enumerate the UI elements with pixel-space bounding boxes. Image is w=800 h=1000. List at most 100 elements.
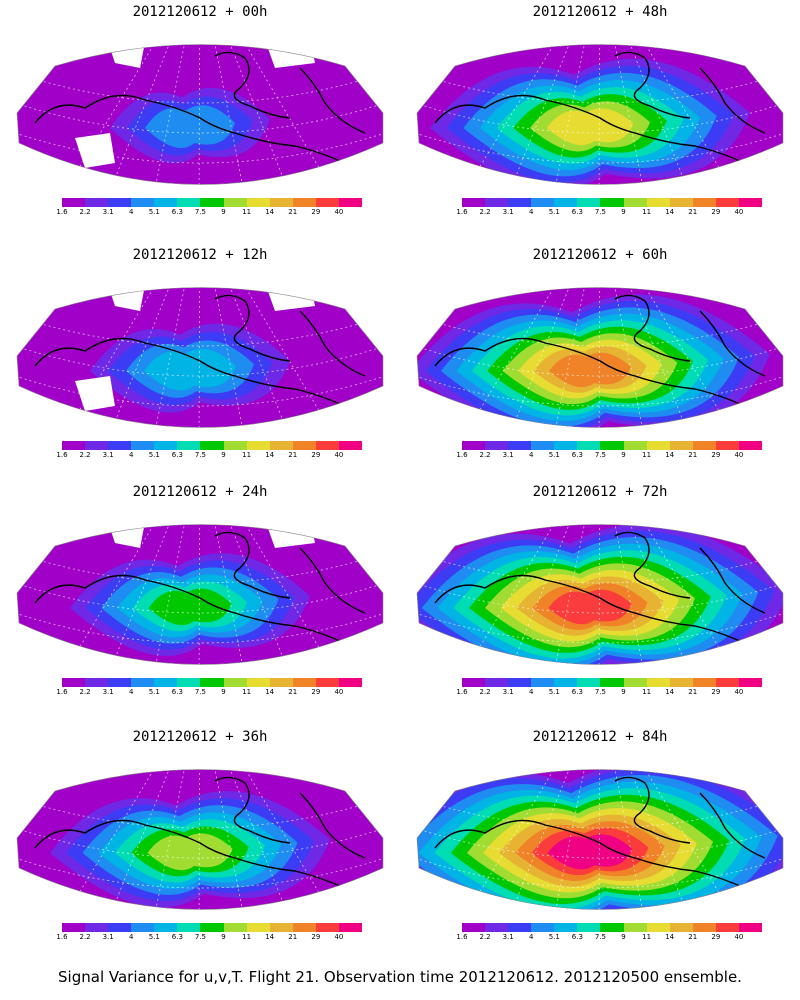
- panel-title: 2012120612 + 48h: [532, 4, 668, 20]
- map-panel: 2012120612 + 48h 1.6 2.2 3.1 4 5.1 6.3 7.5 9 11 1…: [400, 0, 800, 240]
- colorbar-swatch: [62, 198, 86, 207]
- colorbar-label: 3.1: [102, 933, 114, 941]
- variance-map: [416, 287, 784, 428]
- colorbar-label: 3.1: [102, 208, 114, 216]
- colorbar-label: 11: [642, 451, 652, 459]
- colorbar-swatch: [738, 923, 763, 932]
- colorbar-labels: 1.6 2.2 3.1 4 5.1 6.3 7.5 9 11 14 21 29 40: [450, 451, 770, 461]
- colorbar-label: 3.1: [102, 688, 114, 696]
- colorbar-swatch: [108, 678, 132, 687]
- colorbar-swatch: [292, 441, 316, 450]
- colorbar-swatch: [108, 923, 132, 932]
- colorbar-swatch: [508, 923, 532, 932]
- colorbar-swatch: [485, 678, 509, 687]
- colorbar-label: 6.3: [171, 688, 183, 696]
- colorbar-swatch: [715, 441, 739, 450]
- colorbar-swatch: [177, 198, 201, 207]
- colorbar-label: 4: [128, 688, 134, 696]
- colorbar-swatch: [338, 198, 363, 207]
- colorbar-swatch: [600, 198, 624, 207]
- colorbar-swatch: [462, 678, 486, 687]
- colorbar-label: 21: [288, 688, 298, 696]
- colorbar-swatch: [223, 441, 247, 450]
- colorbar-label: 7.5: [194, 688, 207, 696]
- colorbar-label: 11: [242, 688, 252, 696]
- colorbar-swatch: [623, 441, 647, 450]
- colorbar-swatch: [646, 198, 670, 207]
- map-panel: 2012120612 + 84h 1.6 2.2 3.1 4 5.1 6.3 7.5 9 11 1…: [400, 725, 800, 965]
- panel-title: 2012120612 + 00h: [132, 4, 268, 20]
- colorbar-swatch: [554, 678, 578, 687]
- colorbar-label: 11: [242, 208, 252, 216]
- colorbar-swatch: [669, 441, 693, 450]
- colorbar-swatch: [646, 923, 670, 932]
- colorbar-label: 11: [642, 208, 652, 216]
- colorbar-label: 9: [621, 688, 626, 696]
- coastline: [34, 531, 366, 649]
- colorbar-label: 29: [311, 208, 321, 216]
- colorbar-swatch: [85, 441, 109, 450]
- colorbar-label: 6.3: [571, 208, 583, 216]
- colorbar-swatch: [623, 923, 647, 932]
- colorbar-label: 21: [288, 933, 298, 941]
- colorbar-label: 4: [128, 933, 134, 941]
- colorbar-label: 40: [734, 208, 744, 216]
- colorbar-labels: 1.6 2.2 3.1 4 5.1 6.3 7.5 9 11 14 21 29 40: [450, 208, 770, 218]
- colorbar-label: 40: [334, 688, 344, 696]
- colorbar-swatch: [223, 198, 247, 207]
- colorbar-label: 1.6: [56, 451, 68, 459]
- colorbar-label: 9: [221, 688, 226, 696]
- colorbar-label: 4: [528, 688, 534, 696]
- colorbar-swatch: [623, 678, 647, 687]
- colorbar-label: 7.5: [594, 933, 607, 941]
- colorbar-swatch: [62, 678, 86, 687]
- colorbar-swatch: [669, 678, 693, 687]
- colorbar-labels: 1.6 2.2 3.1 4 5.1 6.3 7.5 9 11 14 21 29 40: [50, 933, 370, 943]
- colorbar-swatch: [531, 441, 555, 450]
- colorbar-swatch: [85, 678, 109, 687]
- colorbar-label: 29: [711, 451, 721, 459]
- colorbar-swatch: [462, 923, 486, 932]
- colorbar-label: 21: [288, 208, 298, 216]
- coastline: [34, 51, 366, 169]
- colorbar-label: 7.5: [594, 688, 607, 696]
- colorbar-label: 6.3: [571, 688, 583, 696]
- variance-map: [16, 769, 384, 910]
- colorbar-label: 40: [334, 451, 344, 459]
- colorbar-label: 11: [642, 933, 652, 941]
- colorbar-label: 3.1: [102, 451, 114, 459]
- colorbar-label: 11: [242, 451, 252, 459]
- colorbar-swatch: [246, 198, 270, 207]
- colorbar-label: 1.6: [56, 933, 68, 941]
- variance-contour: [145, 105, 235, 148]
- colorbar-swatch: [246, 923, 270, 932]
- colorbar-label: 2.2: [479, 688, 491, 696]
- variance-contour: [144, 348, 236, 391]
- colorbar-swatch: [462, 441, 486, 450]
- colorbar: [62, 678, 363, 687]
- colorbar-label: 40: [334, 208, 344, 216]
- colorbar-label: 2.2: [479, 451, 491, 459]
- coastline: [34, 776, 366, 894]
- colorbar-swatch: [269, 441, 293, 450]
- colorbar-label: 7.5: [594, 451, 607, 459]
- colorbar-swatch: [154, 441, 178, 450]
- colorbar-label: 14: [265, 451, 275, 459]
- colorbar-label: 1.6: [456, 451, 468, 459]
- map-panel: 2012120612 + 24h 1.6 2.2 3.1 4 5.1 6.3 7.5 9 11 1…: [0, 480, 400, 720]
- colorbar-swatch: [692, 441, 716, 450]
- colorbar-label: 5.1: [148, 688, 160, 696]
- colorbar-label: 9: [221, 451, 226, 459]
- colorbar-swatch: [246, 441, 270, 450]
- colorbar-label: 5.1: [548, 688, 560, 696]
- colorbar-label: 1.6: [56, 688, 68, 696]
- colorbar-label: 5.1: [148, 933, 160, 941]
- colorbar: [462, 678, 763, 687]
- colorbar-swatch: [600, 441, 624, 450]
- colorbar-label: 1.6: [456, 688, 468, 696]
- variance-contour: [549, 352, 631, 388]
- colorbar-label: 9: [221, 933, 226, 941]
- colorbar-label: 6.3: [571, 933, 583, 941]
- colorbar-swatch: [646, 678, 670, 687]
- colorbar-swatch: [531, 198, 555, 207]
